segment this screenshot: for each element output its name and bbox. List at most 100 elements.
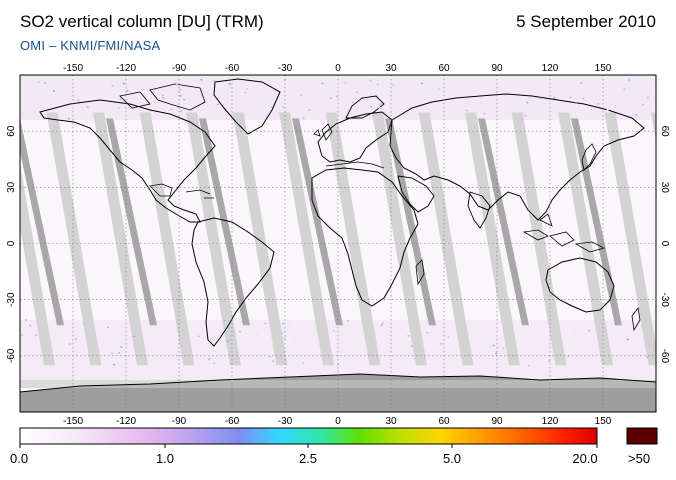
so2-speckle [283,337,286,340]
scandinavia-outline [345,95,385,119]
so2-speckle [197,335,200,338]
lat-tick-label-left: 60 [6,125,17,137]
so2-speckle [176,83,179,86]
lat-tick-label-left: 0 [6,240,17,246]
orbit-gap-swath [232,112,288,366]
orbit-gap-swath [372,112,427,366]
so2-speckle [332,329,335,332]
so2-speckle [344,82,347,84]
so2-speckle [122,82,125,85]
orbit-gap-swath [465,112,520,366]
so2-speckle [162,97,165,99]
so2-speckle [300,94,303,96]
lon-tick-label-bottom: -120 [116,416,136,427]
so2-speckle [77,99,80,102]
lat-ticks-right: 60 30 0 -30 -60 [659,126,670,364]
so2-speckle [465,109,468,112]
orbit-gap-swath [558,112,613,366]
so2-speckle [573,329,576,332]
antarctic-coastline [20,373,656,393]
so2-speckle [597,102,600,105]
so2-speckle [282,322,285,325]
row-anomaly-swath [106,118,157,326]
south-america-outline [191,217,275,347]
orbit-gap-swath [418,112,474,366]
lat-tick-label-right: 60 [659,126,670,138]
so2-speckle [524,114,527,117]
so2-speckle [466,110,469,112]
map-subtitle: OMI – KNMI/FMI/NASA [20,38,161,53]
lon-tick-label-bottom: 30 [385,416,397,427]
so2-speckle [183,98,186,101]
so2-speckle [272,360,275,362]
so2-speckle [67,117,70,120]
so2-speckle [507,113,510,115]
madagascar-outline [415,259,425,286]
colorbar-label: 5.0 [443,451,461,466]
map-border [19,74,657,413]
so2-speckle [420,82,423,85]
so2-speckle [281,332,284,335]
lon-tick-label-top: 0 [335,63,341,74]
so2-speckle [37,81,40,83]
so2-speckle [371,115,374,117]
so2-speckle [378,107,381,109]
so2-speckle [642,103,645,106]
japan-outline [581,143,597,171]
lon-tick-label-bottom: -30 [278,416,293,427]
so2-speckle [161,94,164,97]
so2-speckle [302,362,305,365]
so2-speckle [379,103,382,105]
so2-speckle [254,97,257,100]
so2-speckle [282,106,285,108]
lon-tick-label-bottom: 120 [542,416,559,427]
so2-speckle [426,331,429,334]
gulf-of-mexico [149,183,173,197]
north-america-outline [39,99,216,223]
caribbean-outline [185,189,214,199]
so2-speckle [646,96,649,99]
lon-tick-label-bottom: 150 [595,416,612,427]
lon-tick-label-top: -60 [225,63,240,74]
so2-speckle [553,97,556,99]
so2-speckle [495,352,498,355]
india-outline [467,191,491,229]
so2-speckle [380,324,383,327]
so2-speckle [111,352,114,354]
so2-speckle [381,322,384,325]
colorbar-label: 1.0 [156,451,174,466]
so2-speckle [288,324,291,326]
mediterranean-outline [325,161,385,169]
orbit-gap-swath [93,112,148,366]
so2-speckle [619,322,622,325]
arabian-peninsula-outline [397,175,435,213]
so2-speckle [447,336,450,338]
so2-speckle [226,340,229,342]
lon-tick-label-bottom: 90 [491,416,503,427]
so2-speckle [567,355,570,358]
so2-speckle [489,92,492,95]
so2-speckle [223,319,226,322]
so2-speckle [369,105,372,108]
row-anomaly-swaths [20,118,622,326]
orbit-gap-swath [46,112,102,366]
so2-speckle [502,347,505,350]
lon-tick-label-top: 120 [542,63,559,74]
so2-speckle [321,82,324,85]
so2-speckle [527,364,530,367]
so2-speckle [74,338,77,341]
lon-tick-label-bottom: 0 [335,416,341,427]
so2-speckle [21,334,24,336]
so2-speckle [83,322,86,325]
so2-speckle [407,335,410,337]
lat-tick-label-left: -60 [6,348,17,363]
so2-speckle [480,102,483,105]
lat-tick-label-right: -60 [659,349,670,364]
so2-speckle [239,330,242,333]
row-anomaly-swath [478,118,529,326]
so2-speckle [582,97,585,100]
orbit-gap-swath [325,112,381,366]
so2-speckle [497,346,500,349]
orbit-gap-swath [186,112,241,366]
